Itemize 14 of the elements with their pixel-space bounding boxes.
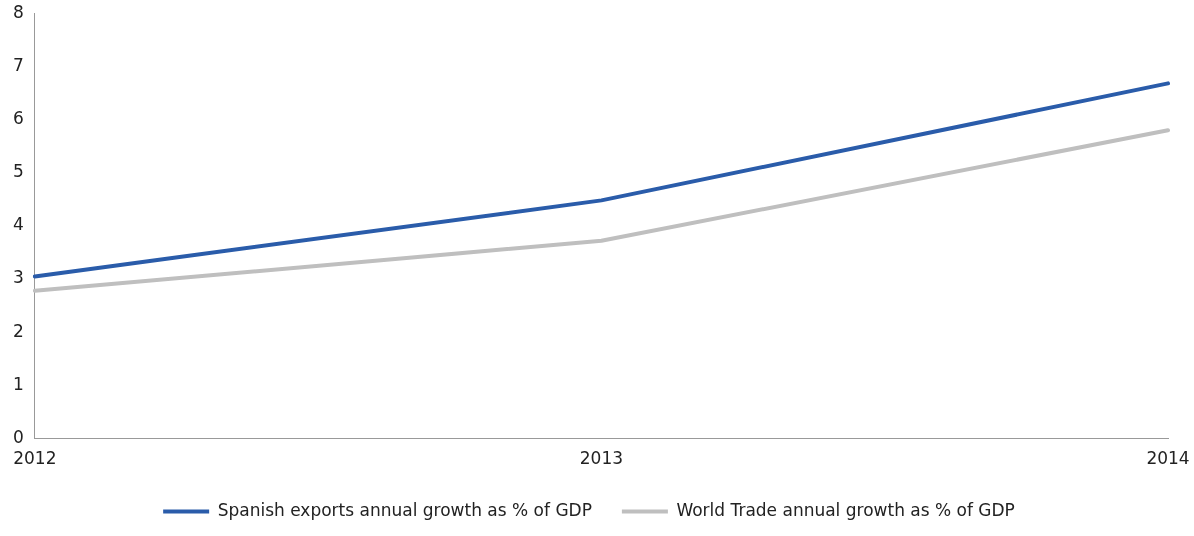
- x-tick-label: 2013: [579, 448, 624, 469]
- y-tick-label: 6: [12, 107, 24, 128]
- y-tick-label: 3: [12, 267, 24, 288]
- y-tick-label: 1: [12, 373, 24, 394]
- legend-label: Spanish exports annual growth as % of GDP: [217, 499, 592, 520]
- x-tick-label: 2014: [1146, 448, 1190, 469]
- x-tick-label: 2012: [13, 448, 57, 469]
- y-tick-label: 4: [12, 214, 24, 235]
- legend-label: World Trade annual growth as % of GDP: [676, 499, 1015, 520]
- y-tick-label: 0: [12, 427, 24, 448]
- y-tick-label: 2: [12, 320, 24, 341]
- y-tick-label: 5: [12, 161, 24, 182]
- y-tick-label: 7: [12, 54, 24, 75]
- y-tick-label: 8: [12, 1, 24, 22]
